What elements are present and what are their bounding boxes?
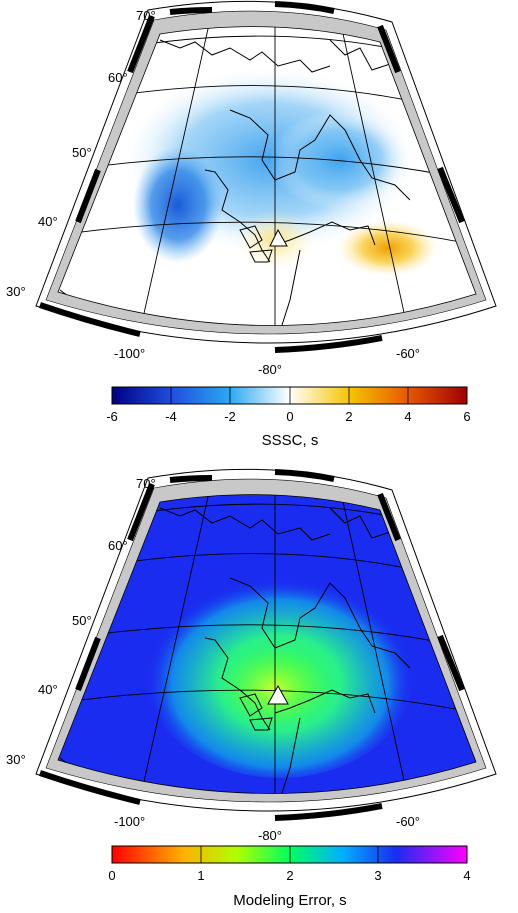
sssc-colorbar-tick: 0 [286,409,293,424]
sssc-map: 70° 60° 50° 40° 30° -100° -80° -60° [6,0,497,377]
modeling-error-lon-label: -60° [396,814,420,829]
modeling-error-lat-label: 40° [38,682,58,697]
sssc-lat-label: 50° [72,145,92,160]
sssc-colorbar-tick: -2 [224,409,236,424]
modeling-error-colorbar-tick: 4 [463,868,470,883]
modeling-error-map: 70° 60° 50° 40° 30° -100° -80° -60° [6,468,497,843]
sssc-colorbar-tick: -4 [165,409,177,424]
modeling-error-lat-label: 30° [6,752,26,767]
modeling-error-lon-label: -80° [258,828,282,843]
modeling-error-colorbar-ramp [111,845,468,864]
sssc-colorbar: -6 -4 -2 0 2 4 6 SSSC, s [106,386,471,449]
sssc-lat-label: 40° [38,214,58,229]
sssc-lat-label: 30° [6,284,26,299]
sssc-lat-label: 60° [108,70,128,85]
sssc-colorbar-tick: 6 [463,409,470,424]
modeling-error-lat-label: 50° [72,613,92,628]
modeling-error-colorbar-title: Modeling Error, s [233,892,346,909]
modeling-error-frame-ticks [39,469,465,821]
sssc-lat-label: 70° [136,8,156,23]
sssc-lon-label: -80° [258,362,282,377]
sssc-lon-label: -60° [396,346,420,361]
modeling-error-colorbar-tick: 3 [374,868,381,883]
sssc-lon-label: -100° [114,346,145,361]
modeling-error-colorbar-tick: 1 [197,868,204,883]
sssc-frame-ticks [39,1,465,353]
modeling-error-lon-label: -100° [114,814,145,829]
modeling-error-lat-label: 70° [136,476,156,491]
sssc-colorbar-tick: 2 [345,409,352,424]
modeling-error-colorbar-tick: 0 [108,868,115,883]
modeling-error-lat-label: 60° [108,538,128,553]
sssc-colorbar-tick: 4 [404,409,411,424]
modeling-error-colorbar: 0 1 2 3 4 Modeling Error, s [108,845,471,909]
sssc-colorbar-ramp [111,386,468,405]
sssc-colorbar-title: SSSC, s [262,432,319,449]
sssc-colorbar-tick: -6 [106,409,118,424]
modeling-error-colorbar-tick: 2 [286,868,293,883]
